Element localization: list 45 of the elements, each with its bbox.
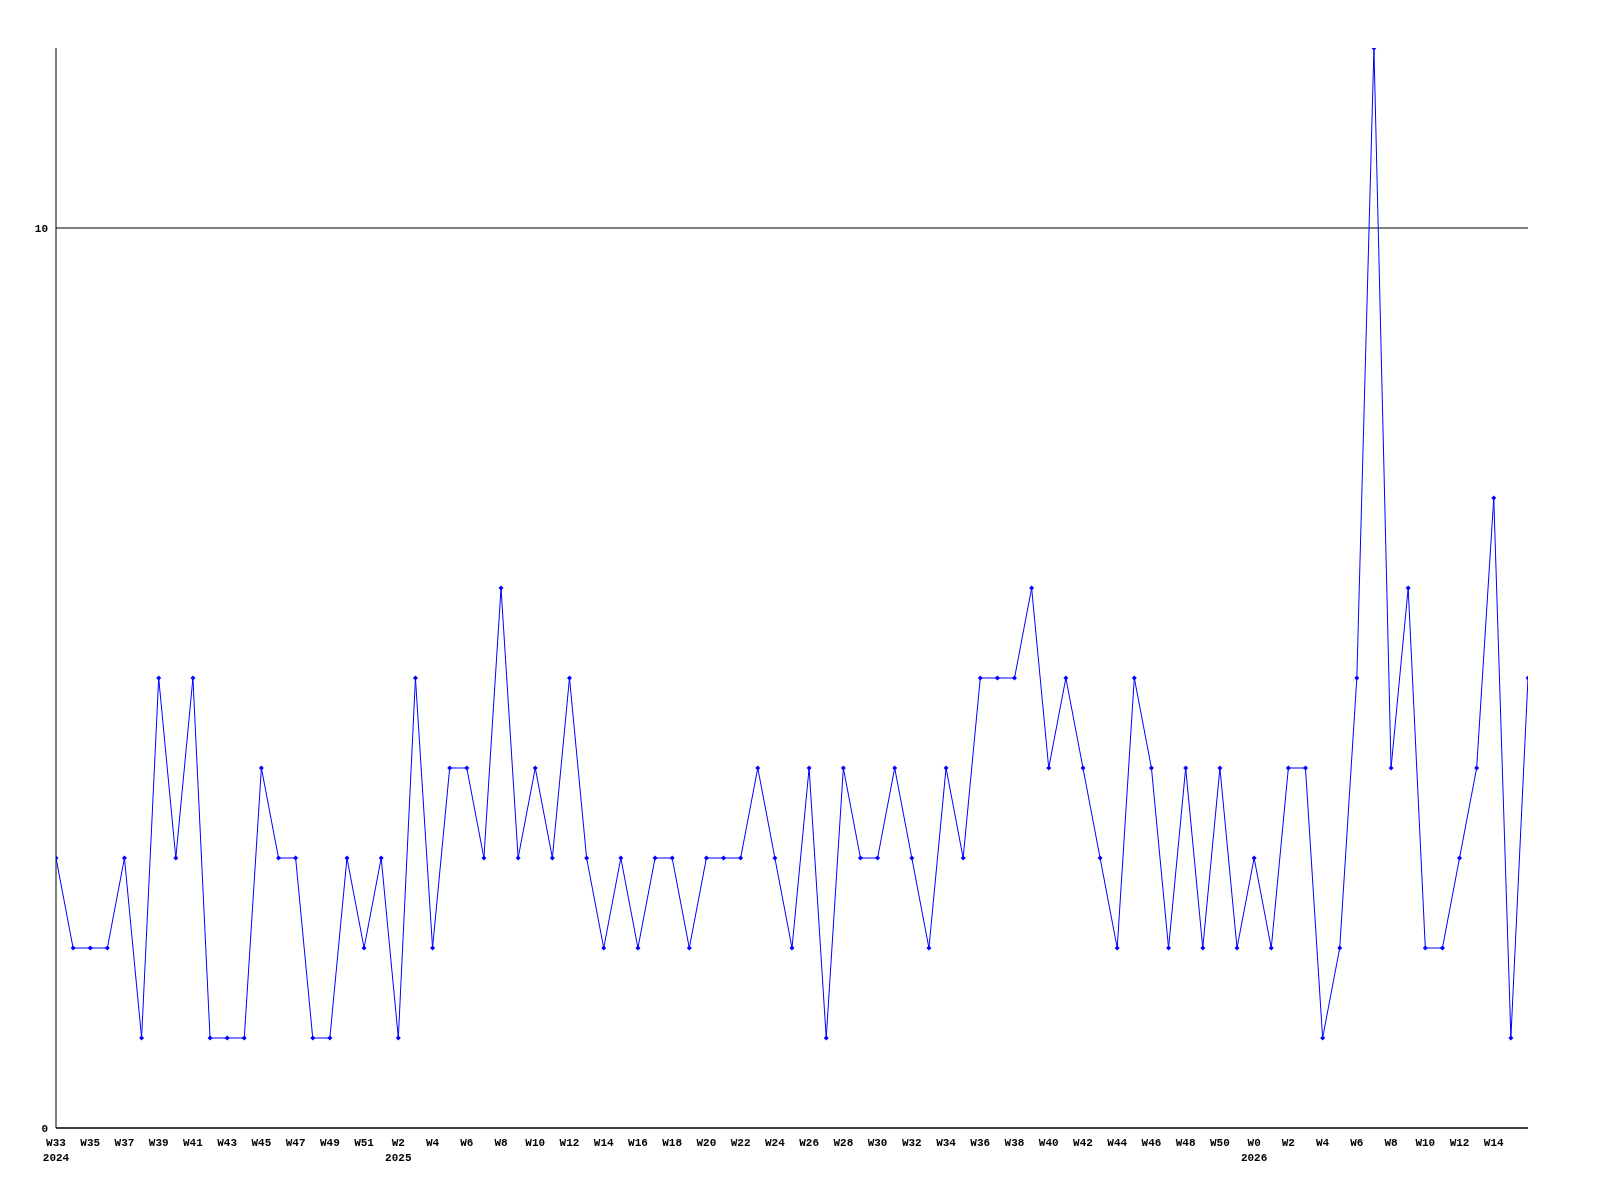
x-tick-label: W41 (183, 1137, 204, 1149)
x-tick-label: W18 (662, 1137, 683, 1149)
x-tick-label: W20 (696, 1137, 717, 1149)
x-tick-label: W14 (1483, 1137, 1505, 1149)
x-tick-label: W0 2026 (1240, 1137, 1268, 1164)
x-tick-label: W14 (593, 1137, 615, 1149)
x-tick-label: W26 (799, 1137, 820, 1149)
x-tick-label: W30 (867, 1137, 888, 1149)
x-tick-label: W43 (217, 1137, 238, 1149)
x-tick-label: W8 (1384, 1137, 1399, 1149)
x-tick-label: W39 (148, 1137, 169, 1149)
x-tick-label: W34 (936, 1137, 957, 1149)
x-tick-label: W16 (628, 1137, 648, 1149)
x-tick-label: W44 (1107, 1137, 1128, 1149)
x-tick-label: W45 (251, 1137, 272, 1149)
x-tick-label: W2 (1281, 1137, 1295, 1149)
x-tick-label: W33 2024 (42, 1137, 70, 1164)
x-tick-label: W22 (730, 1137, 751, 1149)
x-tick-label: W47 (285, 1137, 306, 1149)
x-tick-label: W38 (1004, 1137, 1025, 1149)
x-tick-label: W42 (1073, 1137, 1093, 1149)
x-tick-label: W6 (460, 1137, 474, 1149)
x-tick-label: W12 (1449, 1137, 1470, 1149)
y-tick-label: 10 (34, 222, 48, 235)
x-tick-label: W35 (80, 1137, 101, 1149)
x-tick-label: W37 (114, 1137, 135, 1149)
x-tick-label: W32 (901, 1137, 922, 1149)
x-tick-label: W12 (559, 1137, 580, 1149)
x-tick-label: W40 (1038, 1137, 1059, 1149)
x-tick-label: W24 (764, 1137, 786, 1149)
x-tick-label: W48 (1175, 1137, 1196, 1149)
x-tick-label: W28 (833, 1137, 854, 1149)
x-tick-label: W10 (1415, 1137, 1436, 1149)
x-tick-label: W2 2025 (385, 1137, 412, 1164)
x-tick-label: W49 (319, 1137, 340, 1149)
x-tick-label: W8 (494, 1137, 509, 1149)
x-tick-label: W36 (970, 1137, 991, 1149)
y-tick-label: 0 (41, 1122, 48, 1135)
x-tick-label: W46 (1141, 1137, 1162, 1149)
x-tick-label: W51 (354, 1137, 375, 1149)
x-tick-label: W10 (525, 1137, 546, 1149)
x-tick-label: W4 (425, 1137, 440, 1149)
x-tick-label: W50 (1210, 1137, 1230, 1149)
x-tick-label: W4 (1316, 1137, 1330, 1149)
x-tick-label: W6 (1350, 1137, 1364, 1149)
